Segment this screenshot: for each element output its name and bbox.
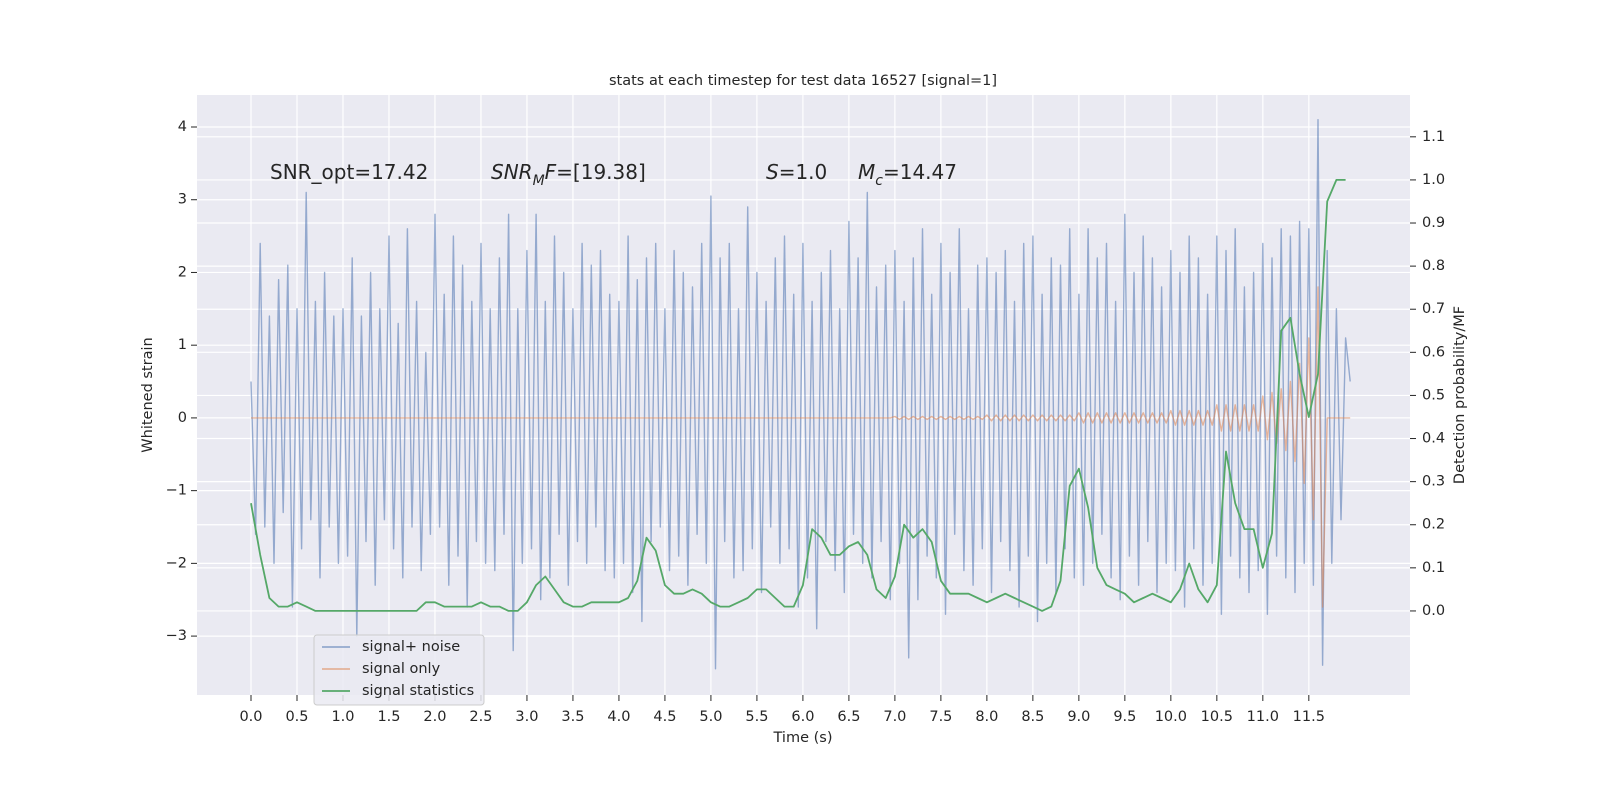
y-tick-label: −2: [166, 555, 187, 571]
annotation: SNR_opt=17.42: [270, 160, 428, 184]
annotation-part: =14.47: [883, 160, 957, 184]
x-tick-label: 6.5: [837, 709, 860, 725]
legend-label: signal statistics: [362, 683, 474, 699]
x-tick-label: 0.0: [239, 709, 262, 725]
x-tick-label: 0.5: [285, 709, 308, 725]
x-tick-label: 7.5: [929, 709, 952, 725]
series-line: [251, 286, 1351, 608]
y2-tick-label: 0.1: [1422, 560, 1445, 576]
x-tick-label: 2.0: [423, 709, 446, 725]
annotation-part: =[19.38]: [556, 160, 646, 184]
y2-tick-label: 0.4: [1422, 431, 1445, 447]
x-tick-label: 9.0: [1067, 709, 1090, 725]
y2-tick-label: 0.8: [1422, 258, 1445, 274]
marks: [250, 119, 1351, 670]
annotation-part: SNR: [491, 160, 533, 184]
y2-tick-label: 0.2: [1422, 517, 1445, 533]
y-axis-label: Whitened strain: [140, 337, 156, 452]
annotation-part: SNR_opt=17.42: [270, 160, 428, 184]
legend-label: signal only: [362, 661, 441, 677]
x-tick-label: 1.0: [331, 709, 354, 725]
x-tick-label: 3.0: [515, 709, 538, 725]
series-line: [250, 119, 1351, 670]
x-tick-label: 10.0: [1155, 709, 1187, 725]
annotation-part: =1.0: [779, 160, 828, 184]
y-tick-label: 2: [178, 264, 187, 280]
x-tick-label: 8.0: [975, 709, 998, 725]
y2-tick-label: 1.1: [1422, 129, 1445, 145]
y2-axis-label: Detection probability/MF: [1452, 306, 1468, 484]
x-tick-label: 3.5: [561, 709, 584, 725]
annotation: Mc=14.47: [858, 160, 957, 190]
x-tick-label: 9.5: [1113, 709, 1136, 725]
x-tick-label: 10.5: [1201, 709, 1233, 725]
series-line: [250, 179, 1346, 612]
chart-title: stats at each timestep for test data 165…: [609, 73, 997, 89]
x-tick-label: 7.0: [883, 709, 906, 725]
x-tick-label: 11.0: [1247, 709, 1279, 725]
x-axis-label: Time (s): [773, 730, 833, 746]
y2-tick-label: 0.3: [1422, 474, 1445, 490]
y2-tick-label: 0.6: [1422, 344, 1445, 360]
annotation-part: F: [545, 160, 557, 184]
x-tick-label: 5.5: [745, 709, 768, 725]
x-tick-label: 8.5: [1021, 709, 1044, 725]
y-tick-label: −1: [166, 483, 187, 499]
y-tick-label: 1: [178, 337, 187, 353]
annotation: S=1.0: [766, 160, 827, 184]
y2-tick-label: 0.5: [1422, 387, 1445, 403]
y2-tick-label: 0.7: [1422, 301, 1445, 317]
x-tick-label: 2.5: [469, 709, 492, 725]
y-tick-label: −3: [166, 628, 187, 644]
x-tick-label: 6.0: [791, 709, 814, 725]
y-tick-label: 0: [178, 410, 187, 426]
y-tick-label: 3: [178, 192, 187, 208]
y-tick-label: 4: [178, 119, 187, 135]
x-tick-label: 11.5: [1293, 709, 1325, 725]
y2-tick-label: 0.0: [1422, 603, 1445, 619]
x-tick-label: 4.0: [607, 709, 630, 725]
x-tick-label: 1.5: [377, 709, 400, 725]
annotation-part: c: [875, 173, 883, 189]
y2-tick-label: 1.0: [1422, 172, 1445, 188]
annotation-part: S: [766, 160, 779, 184]
legend-box: [313, 634, 485, 706]
annotation: SNRMF=[19.38]: [491, 160, 646, 190]
annotation-part: M: [533, 173, 545, 189]
x-tick-label: 4.5: [653, 709, 676, 725]
x-tick-label: 5.0: [699, 709, 722, 725]
annotation-part: M: [858, 160, 875, 184]
legend-label: signal+ noise: [362, 639, 460, 655]
y2-tick-label: 0.9: [1422, 215, 1445, 231]
labels: −3 −2 −1 0 1 2 3 4 0.0 0.1 0.2 0.3 0.4 0.5 0.6 0.7 0.8 0.…: [166, 119, 1445, 725]
